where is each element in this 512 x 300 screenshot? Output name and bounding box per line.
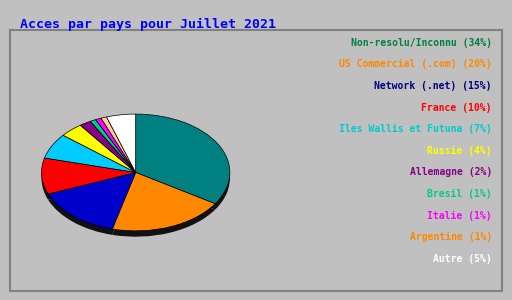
Wedge shape [101,117,136,172]
Text: Iles Wallis et Futuna (7%): Iles Wallis et Futuna (7%) [339,124,492,134]
Wedge shape [45,141,136,178]
Wedge shape [63,125,136,172]
Wedge shape [41,158,136,194]
Text: Argentine (1%): Argentine (1%) [410,232,492,242]
Text: Bresil (1%): Bresil (1%) [427,189,492,199]
Wedge shape [101,123,136,178]
Wedge shape [112,172,215,231]
Wedge shape [106,114,136,172]
Text: Acces par pays pour Juillet 2021: Acces par pays pour Juillet 2021 [20,18,276,31]
Wedge shape [106,120,136,178]
Wedge shape [136,120,230,210]
Text: Italie (1%): Italie (1%) [427,211,492,220]
Wedge shape [80,127,136,178]
Wedge shape [96,124,136,178]
Wedge shape [90,125,136,178]
Text: US Commercial (.com) (20%): US Commercial (.com) (20%) [339,59,492,70]
Wedge shape [41,164,136,200]
Wedge shape [80,121,136,172]
Text: Autre (5%): Autre (5%) [433,254,492,264]
Text: Allemagne (2%): Allemagne (2%) [410,167,492,177]
Text: France (10%): France (10%) [421,103,492,113]
Wedge shape [45,135,136,172]
Wedge shape [136,114,230,204]
Wedge shape [96,118,136,172]
Wedge shape [90,120,136,172]
Wedge shape [48,172,136,229]
Wedge shape [63,131,136,178]
Text: Network (.net) (15%): Network (.net) (15%) [374,81,492,91]
Wedge shape [112,178,215,237]
Text: Russie (4%): Russie (4%) [427,146,492,156]
Wedge shape [48,178,136,235]
Text: Non-resolu/Inconnu (34%): Non-resolu/Inconnu (34%) [351,38,492,48]
